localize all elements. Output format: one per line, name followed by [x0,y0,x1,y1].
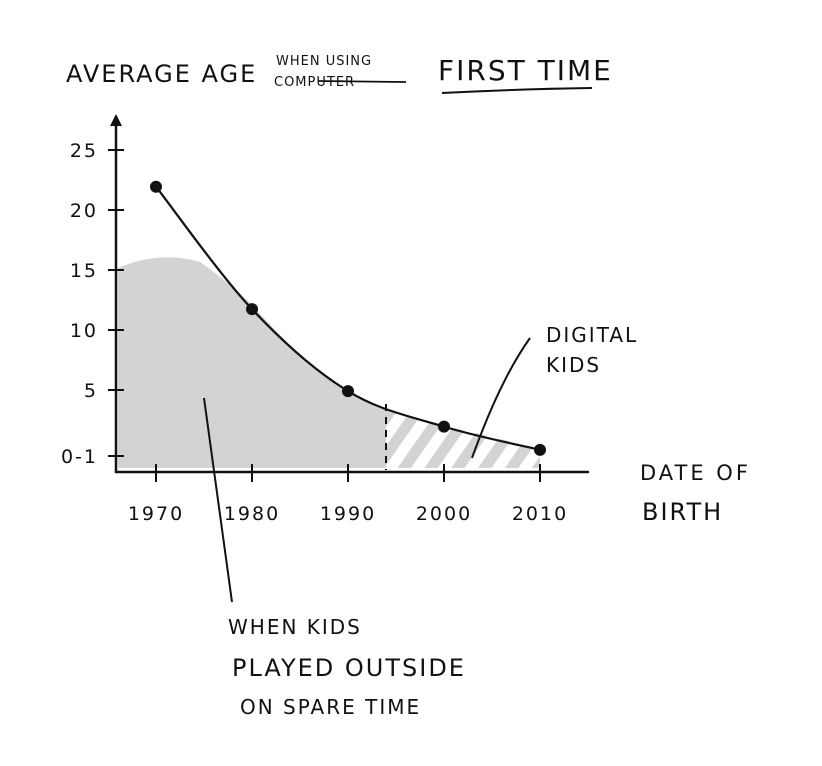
chart-title-main: FIRST TIME [438,54,613,87]
annotation-digital-kids-line2: KIDS [546,353,601,377]
y-axis-ticks: 0-1 5 10 15 20 25 [61,140,124,468]
shaded-region-outside-play [118,257,386,468]
data-points [150,180,546,456]
annotation-outside-line3: ON SPARE TIME [240,695,421,719]
outside-play-pointer [203,397,233,603]
digital-kids-pointer [471,337,531,459]
data-point [246,303,258,316]
x-tick-label: 1980 [224,503,280,525]
data-point [150,180,162,193]
series-line [155,186,541,451]
x-axis-label-line1: DATE OF [640,461,751,485]
chart-title-small-line2: COMPUTER [274,75,355,90]
annotation-outside-line1: WHEN KIDS [228,615,362,639]
data-point [438,420,450,433]
x-tick-label: 1970 [128,503,184,525]
y-tick-label: 20 [70,200,98,222]
x-tick-label: 2010 [512,503,568,525]
x-tick-label: 1990 [320,503,376,525]
annotation-outside-line2: PLAYED OUTSIDE [232,654,466,682]
y-tick-label: 15 [70,260,98,282]
chart-title-small-line1: WHEN USING [276,54,372,69]
x-axis-label-line2: BIRTH [642,498,723,526]
title-underline [441,87,593,94]
chart-title-lead: AVERAGE AGE [66,60,257,88]
y-tick-label: 5 [84,380,98,402]
x-tick-label: 2000 [416,503,472,525]
data-point [534,443,546,456]
y-tick-label: 0-1 [61,446,98,468]
hatched-region-digital-kids [386,410,540,468]
x-axis-ticks: 1970 1980 1990 2000 2010 [128,464,568,525]
y-tick-label: 25 [70,140,98,162]
y-axis-arrowhead [110,114,122,126]
title-small-strike [317,80,407,83]
annotation-digital-kids-line1: DIGITAL [546,323,638,347]
y-tick-label: 10 [70,320,98,342]
data-point [342,385,354,398]
